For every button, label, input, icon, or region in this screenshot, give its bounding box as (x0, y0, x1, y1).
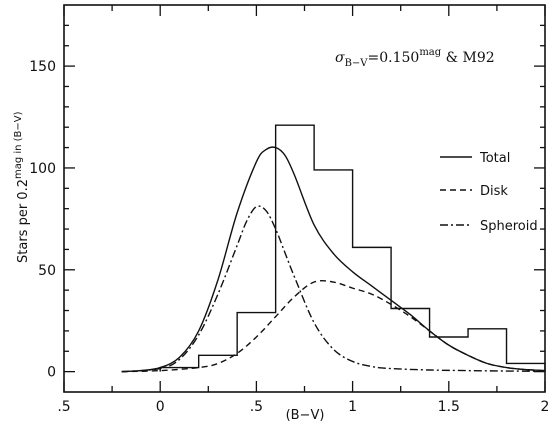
series-spheroid (121, 205, 546, 373)
series-total (121, 146, 546, 373)
plot-area: .5 0 .5 1 1.5 2 0 50 100 150 Total Disk Spheroid (29, 4, 550, 415)
sigma-tail: & M92 (441, 50, 495, 66)
y-axis-title-main: Stars per 0.2 (16, 179, 31, 263)
series-disk (121, 279, 546, 373)
x-tick-label: 1.5 (438, 399, 460, 415)
y-tick-label: 50 (38, 263, 56, 279)
y-tick-label: 0 (47, 365, 56, 381)
sigma-annotation: σB−V=0.150mag & M92 (335, 47, 495, 69)
legend-label-spheroid: Spheroid (480, 219, 538, 234)
x-tick-label: .5 (57, 399, 70, 415)
y-axis-title-text: Stars per 0.2mag in (B−V) (13, 111, 31, 263)
sigma-value: =0.150 (368, 50, 420, 66)
legend-label-total: Total (479, 151, 510, 166)
y-axis-title-superscript: mag in (B−V) (13, 111, 24, 179)
x-axis-title: (B−V) (286, 408, 325, 423)
x-tick-label: 1 (348, 399, 357, 415)
legend-label-disk: Disk (480, 184, 508, 199)
y-tick-label: 100 (29, 161, 56, 177)
sigma-subscript: B−V (345, 58, 369, 69)
x-tick-label: 0 (156, 399, 165, 415)
x-tick-label: 2 (541, 399, 550, 415)
histogram (159, 124, 546, 372)
y-tick-label: 150 (29, 59, 56, 75)
x-tick-label: .5 (250, 399, 263, 415)
sigma-symbol: σ (335, 50, 345, 66)
y-axis-title: Stars per 0.2mag in (B−V) (13, 111, 31, 263)
sigma-superscript: mag (419, 47, 441, 58)
